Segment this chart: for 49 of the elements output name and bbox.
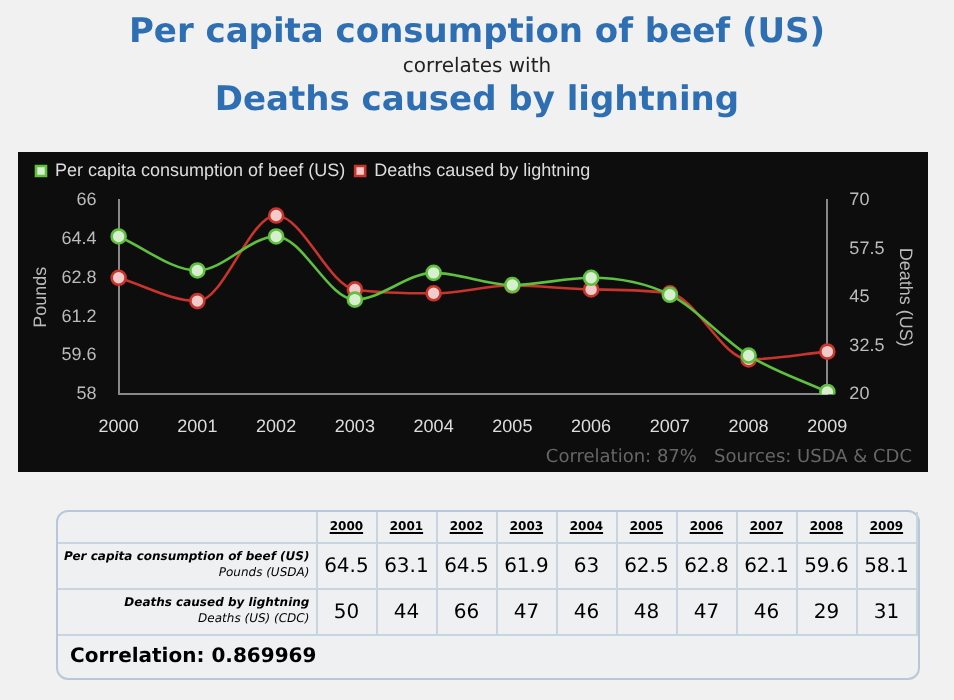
data-label: 64.5 bbox=[317, 544, 378, 590]
y-tick-label: 59.6 bbox=[61, 344, 97, 365]
data-label: 50 bbox=[317, 590, 378, 636]
text: Correlation: 87% Sources: USDA & CDC bbox=[545, 447, 912, 468]
data-label: 59.6 bbox=[797, 544, 858, 590]
data-label: 48 bbox=[617, 590, 678, 636]
data-label: 47 bbox=[677, 590, 738, 636]
legend-label: Deaths caused by lightning bbox=[374, 159, 591, 180]
x-tick-label: 2001 bbox=[177, 416, 218, 437]
y2-tick-label: 20 bbox=[849, 383, 870, 404]
data-label: 46 bbox=[557, 590, 618, 636]
x-tick-label: 2009 bbox=[807, 416, 848, 437]
x-tick-label: 2005 bbox=[492, 416, 533, 437]
chart-title: Per capita consumption of beef (US) bbox=[126, 12, 828, 52]
y-tick-label: 62.8 bbox=[61, 266, 97, 287]
y2-tick-label: 32.5 bbox=[849, 334, 885, 355]
x-tick-label: 2003 bbox=[334, 416, 375, 437]
y2-tick-label: 70 bbox=[849, 188, 870, 209]
text: Deaths caused by lightning bbox=[212, 80, 742, 120]
x-tick-label: 2002 bbox=[256, 416, 297, 437]
data-label: 58.1 bbox=[857, 544, 918, 590]
data-label: 46 bbox=[737, 590, 798, 636]
x-tick-label: 2000 bbox=[98, 416, 139, 437]
x-tick-label: 2007 bbox=[649, 416, 690, 437]
data-label: 44 bbox=[377, 590, 438, 636]
x-tick-label: 2006 bbox=[571, 416, 612, 437]
y2-tick-label: 45 bbox=[849, 286, 870, 307]
y-tick-label: 58 bbox=[76, 383, 97, 404]
data-label: 61.9 bbox=[497, 544, 558, 590]
data-label: 63.1 bbox=[377, 544, 438, 590]
data-label: 62.1 bbox=[737, 544, 798, 590]
y2-tick-label: 57.5 bbox=[849, 237, 885, 258]
chart-subtitle: correlates with bbox=[400, 56, 554, 78]
x-tick-label: 2008 bbox=[728, 416, 769, 437]
y-axis-title: Pounds bbox=[29, 265, 50, 328]
data-label: 62.5 bbox=[617, 544, 678, 590]
annotation: Correlation: 0.869969 bbox=[68, 644, 319, 672]
y-tick-label: 64.4 bbox=[61, 227, 97, 248]
y-tick-label: 66 bbox=[76, 188, 97, 209]
y-tick-label: 61.2 bbox=[61, 305, 97, 326]
data-label: 29 bbox=[797, 590, 858, 636]
data-label: 64.5 bbox=[437, 544, 498, 590]
x-tick-label: 2004 bbox=[413, 416, 454, 437]
data-label: 66 bbox=[437, 590, 498, 636]
data-label: 63 bbox=[557, 544, 618, 590]
data-label: 62.8 bbox=[677, 544, 738, 590]
data-label: 31 bbox=[857, 590, 918, 636]
y2-axis-title: Deaths (US) bbox=[896, 247, 917, 347]
data-label: 47 bbox=[497, 590, 558, 636]
